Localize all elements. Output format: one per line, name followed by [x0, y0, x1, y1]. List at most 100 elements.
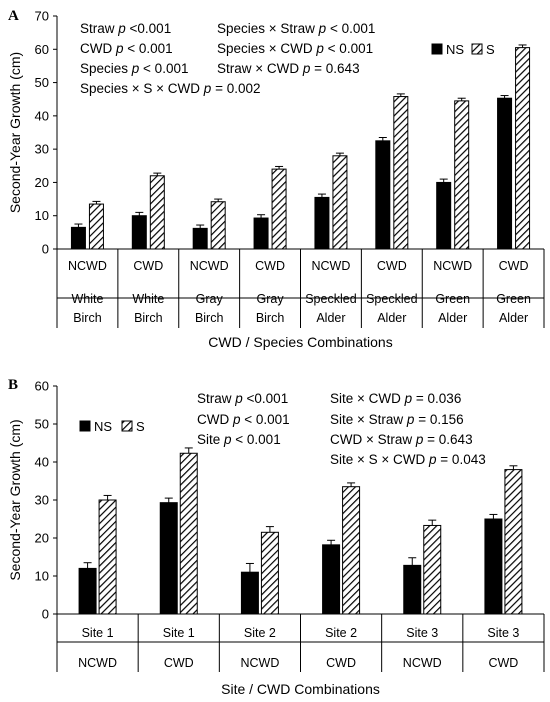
bar-ns-8	[497, 97, 513, 250]
y-tick-label: 60	[35, 42, 49, 57]
category-label: NCWD	[311, 259, 350, 273]
category-label: CWD	[377, 259, 407, 273]
x-axis-title: CWD / Species Combinations	[208, 334, 392, 350]
y-axis-title: Second-Year Growth (cm)	[7, 419, 23, 580]
bar-s-4	[342, 486, 361, 615]
category-label: Birch	[134, 311, 163, 325]
bar-ns-1	[78, 567, 97, 615]
category-label: Birch	[256, 311, 285, 325]
category-label: CWD	[326, 656, 356, 670]
legend-label-s: S	[136, 419, 145, 434]
stat-annotation: Site × Straw p = 0.156	[330, 412, 464, 427]
category-label: CWD	[133, 259, 163, 273]
category-label: Alder	[377, 311, 406, 325]
category-label: Alder	[438, 311, 467, 325]
category-label: CWD	[488, 656, 518, 670]
y-axis-title: Second-Year Growth (cm)	[7, 52, 23, 213]
category-label: NCWD	[403, 656, 442, 670]
legend-label-s: S	[486, 42, 495, 57]
bar-s-1	[88, 203, 104, 250]
y-tick-label: 70	[35, 9, 49, 24]
stat-annotation: Species × S × CWD p = 0.002	[80, 81, 260, 96]
x-axis-title: Site / CWD Combinations	[221, 681, 380, 697]
category-label: Birch	[195, 311, 224, 325]
legend-swatch-s	[121, 420, 133, 432]
bar-ns-3	[192, 227, 208, 250]
category-label: Site 2	[325, 626, 357, 640]
stat-annotation: Site × S × CWD p = 0.043	[330, 452, 486, 467]
bar-ns-4	[322, 544, 341, 615]
bar-ns-5	[403, 564, 422, 615]
bar-ns-4	[253, 217, 269, 250]
category-label: CWD	[255, 259, 285, 273]
panel-label: A	[8, 8, 19, 24]
bar-s-6	[393, 96, 409, 250]
legend-label-ns: NS	[94, 419, 112, 434]
bar-ns-7	[436, 181, 452, 250]
category-label: NCWD	[240, 656, 279, 670]
bar-ns-6	[375, 140, 391, 250]
category-label: Speckled	[366, 292, 417, 306]
category-label: Green	[496, 292, 531, 306]
bar-s-5	[423, 524, 442, 615]
stat-annotation: Species × Straw p < 0.001	[217, 21, 375, 36]
category-label: Birch	[73, 311, 102, 325]
category-label: NCWD	[78, 656, 117, 670]
bar-s-5	[332, 155, 348, 250]
y-tick-label: 30	[35, 493, 49, 508]
category-label: Site 2	[244, 626, 276, 640]
bar-ns-5	[314, 196, 330, 250]
y-tick-label: 10	[35, 208, 49, 223]
legend-swatch-ns	[431, 43, 443, 55]
category-label: White	[71, 292, 103, 306]
bar-s-3	[210, 201, 226, 250]
bar-ns-2	[131, 215, 147, 250]
category-label: Speckled	[305, 292, 356, 306]
panel-b-chart: B 0 10 20 30 40 50 60 Second-Year Growth (cm) Sit…	[7, 377, 545, 697]
category-label: CWD	[499, 259, 529, 273]
legend-swatch-s	[471, 43, 483, 55]
y-tick-label: 50	[35, 417, 49, 432]
category-label: NCWD	[190, 259, 229, 273]
bar-s-8	[515, 47, 531, 250]
bar-ns-3	[240, 571, 259, 615]
y-tick-label: 60	[35, 379, 49, 394]
bar-ns-6	[484, 518, 503, 615]
category-label: White	[132, 292, 164, 306]
category-label: Site 3	[406, 626, 438, 640]
category-label: Site 1	[163, 626, 195, 640]
bar-s-2	[149, 175, 165, 250]
stat-annotation: Straw p <0.001	[80, 21, 171, 36]
bar-s-1	[98, 499, 117, 615]
category-label: NCWD	[433, 259, 472, 273]
stat-annotation: Straw × CWD p = 0.643	[217, 61, 360, 76]
y-tick-label: 0	[42, 607, 49, 622]
stat-annotation: Straw p <0.001	[197, 391, 288, 406]
y-tick-label: 20	[35, 531, 49, 546]
category-label: Site 1	[82, 626, 114, 640]
bar-s-2	[179, 452, 198, 615]
stat-annotation: Species × CWD p < 0.001	[217, 41, 373, 56]
y-tick-label: 30	[35, 142, 49, 157]
y-tick-label: 10	[35, 569, 49, 584]
category-label: Site 3	[487, 626, 519, 640]
legend-label-ns: NS	[446, 42, 464, 57]
y-tick-label: 20	[35, 175, 49, 190]
category-label: Gray	[257, 292, 285, 306]
category-label: CWD	[164, 656, 194, 670]
bar-s-3	[260, 531, 279, 615]
y-tick-label: 40	[35, 455, 49, 470]
bar-s-7	[454, 100, 470, 250]
y-tick-label: 50	[35, 75, 49, 90]
panel-label: B	[8, 377, 18, 393]
legend-swatch-ns	[79, 420, 91, 432]
bar-s-6	[504, 469, 523, 615]
category-label: Alder	[316, 311, 345, 325]
y-tick-label: 0	[42, 242, 49, 257]
stat-annotation: Species p < 0.001	[80, 61, 188, 76]
category-label: NCWD	[68, 259, 107, 273]
stat-annotation: CWD × Straw p = 0.643	[330, 432, 473, 447]
category-label: Gray	[196, 292, 224, 306]
stat-annotation: Site p < 0.001	[197, 432, 281, 447]
